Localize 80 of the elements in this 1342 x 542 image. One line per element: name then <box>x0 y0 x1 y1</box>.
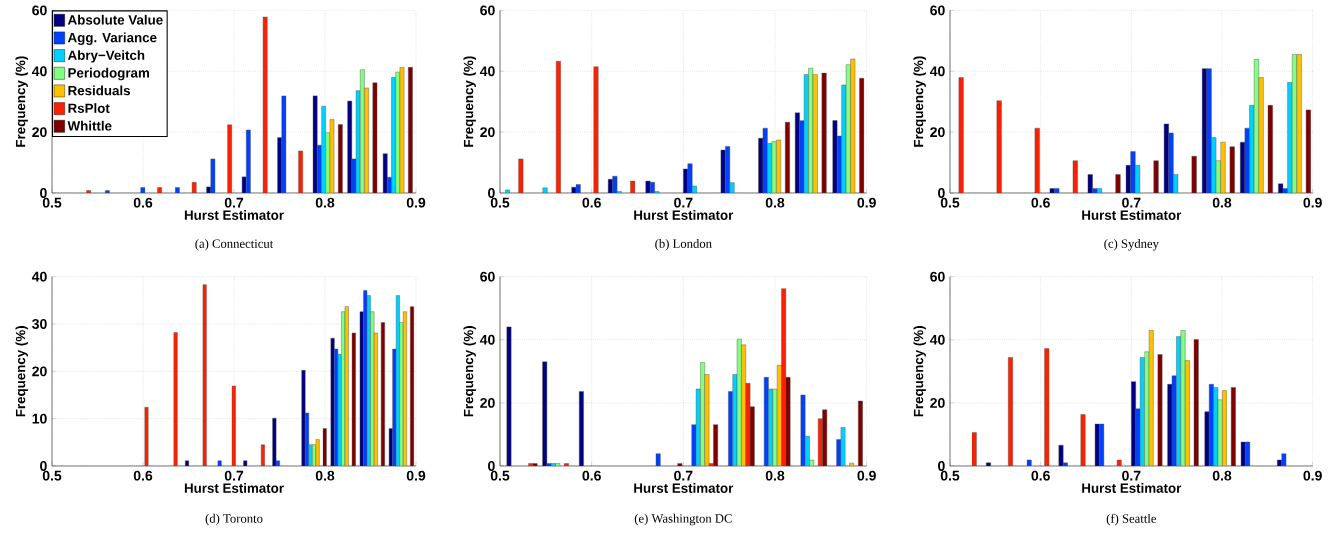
y-tick-label: 60 <box>480 5 495 16</box>
y-axis-title: Frequency (%) <box>463 326 476 417</box>
x-tick-label: 0.5 <box>490 197 510 208</box>
x-tick-label: 0.7 <box>1122 197 1141 208</box>
x-axis-title: Hurst Estimator <box>634 210 734 220</box>
y-tick-label: 20 <box>930 397 945 408</box>
y-tick-label: 40 <box>929 334 945 345</box>
x-tick-label: 0.9 <box>857 197 876 208</box>
y-axis-title: Frequency (%) <box>913 56 926 147</box>
x-tick-label: 0.7 <box>674 470 693 481</box>
y-tick-label: 40 <box>31 271 47 282</box>
y-tick-label: 40 <box>479 66 495 77</box>
y-tick-label: 0 <box>40 188 47 198</box>
x-tick-label: 0.6 <box>133 197 153 208</box>
x-axis-title: Hurst Estimator <box>634 483 734 493</box>
legend-label: Abry−Veitch <box>67 50 145 63</box>
x-tick-label: 0.8 <box>315 197 335 208</box>
y-tick-label: 60 <box>930 271 945 282</box>
x-tick-label: 0.9 <box>857 470 876 481</box>
legend-label: Periodogram <box>68 67 149 81</box>
text: (b) London <box>655 239 712 251</box>
y-tick-label: 0 <box>488 461 495 471</box>
y-tick-label: 20 <box>930 127 945 138</box>
x-axis-title: Hurst Estimator <box>184 483 284 493</box>
x-tick-label: 0.8 <box>1212 197 1232 208</box>
y-tick-label: 40 <box>479 334 495 345</box>
y-axis-title: Frequency (%) <box>463 56 476 147</box>
legend-label: RsPlot <box>68 103 110 113</box>
y-tick-label: 0 <box>938 188 945 198</box>
x-tick-label: 0.5 <box>940 197 960 208</box>
y-tick-label: 60 <box>32 5 47 16</box>
y-tick-label: 40 <box>929 66 945 77</box>
x-tick-label: 0.9 <box>406 197 426 208</box>
x-tick-label: 0.7 <box>224 470 244 481</box>
y-tick-label: 20 <box>480 397 495 408</box>
x-tick-label: 0.9 <box>1303 197 1322 208</box>
y-tick-label: 40 <box>31 66 47 77</box>
y-tick-label: 30 <box>32 319 47 329</box>
legend-label: Residuals <box>68 85 131 96</box>
x-tick-label: 0.9 <box>1303 470 1322 481</box>
y-tick-label: 20 <box>32 366 47 377</box>
y-axis-title: Frequency (%) <box>913 326 926 417</box>
x-tick-label: 0.8 <box>765 470 785 481</box>
x-tick-label: 0.5 <box>42 197 62 208</box>
y-tick-label: 10 <box>32 413 47 424</box>
y-axis-title: Frequency (%) <box>15 56 28 147</box>
x-tick-label: 0.6 <box>582 197 601 208</box>
y-axis-title: Frequency (%) <box>15 326 28 417</box>
legend-label: Agg. Variance <box>67 32 157 46</box>
y-tick-label: 20 <box>32 127 47 138</box>
y-tick-label: 60 <box>480 271 495 282</box>
legend-label: Whittle <box>67 120 112 131</box>
x-axis-title: Hurst Estimator <box>1082 210 1182 220</box>
text: (f) Seattle <box>1106 513 1157 526</box>
x-tick-label: 0.7 <box>674 197 693 208</box>
x-tick-label: 0.8 <box>1212 470 1232 481</box>
x-axis-title: Hurst Estimator <box>1082 483 1182 493</box>
text: (e) Washington DC <box>634 513 732 526</box>
x-tick-label: 0.5 <box>940 470 960 481</box>
x-tick-label: 0.8 <box>315 470 335 481</box>
x-tick-label: 0.9 <box>406 470 426 481</box>
legend-label: Absolute Value <box>67 14 163 25</box>
text: (d) Toronto <box>205 513 263 526</box>
y-tick-label: 60 <box>930 5 945 16</box>
x-tick-label: 0.6 <box>1031 197 1050 208</box>
x-tick-label: 0.6 <box>133 470 153 481</box>
x-tick-label: 0.7 <box>1122 470 1141 481</box>
y-tick-label: 0 <box>40 461 47 471</box>
x-axis-title: Hurst Estimator <box>184 210 284 220</box>
x-tick-label: 0.6 <box>582 470 601 481</box>
y-tick-label: 20 <box>480 127 495 138</box>
text: (a) Connecticut <box>195 239 274 251</box>
y-tick-label: 0 <box>938 461 945 471</box>
x-tick-label: 0.6 <box>1031 470 1050 481</box>
x-tick-label: 0.7 <box>224 197 244 208</box>
text: (c) Sydney <box>1104 239 1159 251</box>
y-tick-label: 0 <box>488 188 495 198</box>
x-tick-label: 0.8 <box>765 197 785 208</box>
x-tick-label: 0.5 <box>490 470 510 481</box>
x-tick-label: 0.5 <box>42 470 62 481</box>
